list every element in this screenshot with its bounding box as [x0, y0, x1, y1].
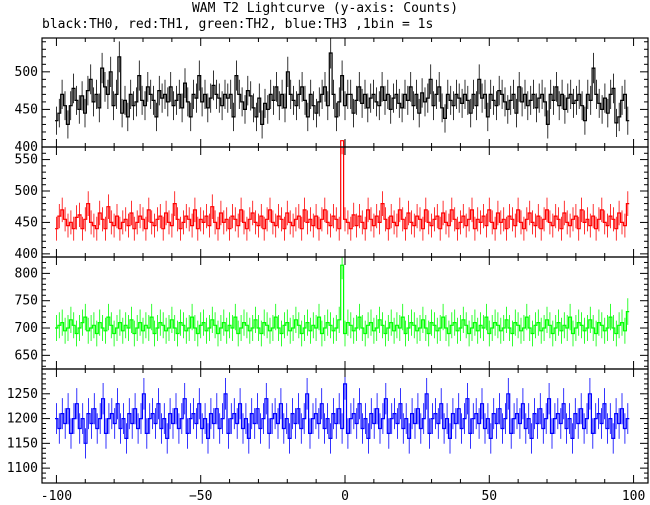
y-tick-label: 1200: [7, 412, 38, 427]
y-tick-label: 650: [15, 348, 38, 363]
y-tick-label: 1100: [7, 461, 38, 476]
y-tick-label: 450: [15, 215, 38, 230]
x-tick-label: -100: [41, 489, 72, 504]
series-line-th2: [55, 264, 630, 335]
y-tick-label: 1150: [7, 436, 38, 451]
y-tick-label: 700: [15, 321, 38, 336]
error-bars-th0: [56, 38, 629, 139]
y-tick-label: 1250: [7, 387, 38, 402]
panel-frame-th2: [41, 256, 649, 370]
panel-frame-th1: [41, 146, 649, 258]
y-tick-label: 400: [15, 247, 38, 262]
error-bars-th2: [56, 257, 629, 347]
y-tick-label: 550: [15, 153, 38, 168]
y-tick-label: 500: [15, 65, 38, 80]
x-tick-label: 50: [481, 489, 497, 504]
y-tick-label: 450: [15, 102, 38, 117]
series-line-th1: [55, 140, 630, 230]
chart-title: WAM T2 Lightcurve (y-axis: Counts): [191, 1, 459, 16]
series-line-th0: [55, 52, 630, 125]
y-tick-label: 750: [15, 294, 38, 309]
x-tick-label: 100: [622, 489, 645, 504]
y-tick-label: 500: [15, 184, 38, 199]
chart-subtitle: black:TH0, red:TH1, green:TH2, blue:TH3 …: [42, 17, 434, 32]
series-line-th3: [55, 383, 630, 444]
x-tick-label: 0: [341, 489, 349, 504]
y-tick-label: 400: [15, 140, 38, 155]
y-tick-label: 800: [15, 266, 38, 281]
x-tick-label: −50: [189, 489, 212, 504]
error-bars-th1: [56, 147, 629, 241]
